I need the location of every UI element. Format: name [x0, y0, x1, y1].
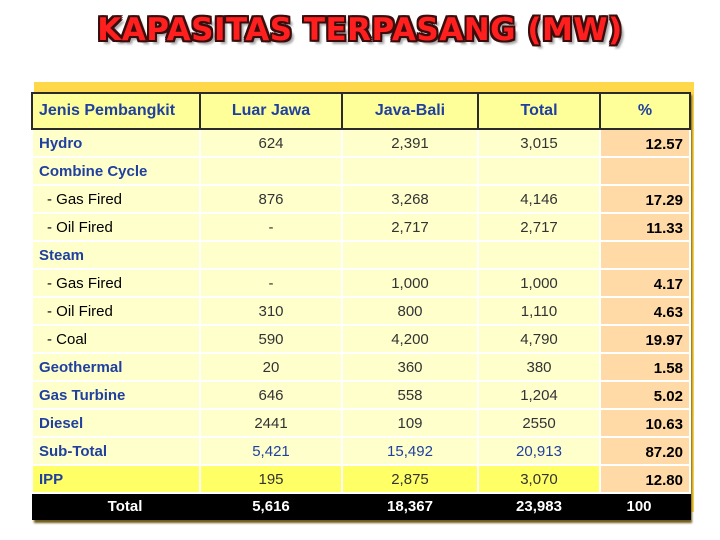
- table-row: - Gas Fired 876 3,268 4,146 17.29: [31, 184, 691, 214]
- table-row: Hydro 624 2,391 3,015 12.57: [31, 128, 691, 158]
- cell-jenis: Diesel: [31, 408, 201, 438]
- cell-luar-jawa: [199, 156, 343, 186]
- cell-luar-jawa: 310: [199, 296, 343, 326]
- cell-percent: 4.17: [599, 268, 691, 298]
- header-total: Total: [477, 92, 601, 130]
- table-row: Geothermal 20 360 380 1.58: [31, 352, 691, 382]
- table-row: Steam: [31, 240, 691, 270]
- cell-total: 3,070: [477, 464, 601, 494]
- table-header-row: Jenis Pembangkit Luar Jawa Java-Bali Tot…: [31, 92, 691, 130]
- header-luar-jawa: Luar Jawa: [199, 92, 343, 130]
- cell-jenis: Steam: [31, 240, 201, 270]
- cell-total-java-bali: 18,367: [341, 492, 479, 520]
- cell-luar-jawa: 5,421: [199, 436, 343, 466]
- table-body: Hydro 624 2,391 3,015 12.57 Combine Cycle - Ga…: [31, 128, 691, 520]
- cell-total: 1,110: [477, 296, 601, 326]
- cell-percent: 5.02: [599, 380, 691, 410]
- cell-total: 3,015: [477, 128, 601, 158]
- cell-jenis: Geothermal: [31, 352, 201, 382]
- cell-luar-jawa: 20: [199, 352, 343, 382]
- cell-total: 20,913: [477, 436, 601, 466]
- cell-total: 4,146: [477, 184, 601, 214]
- cell-total: 1,000: [477, 268, 601, 298]
- cell-jenis: Sub-Total: [31, 436, 201, 466]
- cell-total: [477, 156, 601, 186]
- cell-total: 4,790: [477, 324, 601, 354]
- cell-jenis: - Oil Fired: [31, 296, 201, 326]
- cell-total: 2,717: [477, 212, 601, 242]
- header-java-bali: Java-Bali: [341, 92, 479, 130]
- cell-percent: 12.57: [599, 128, 691, 158]
- cell-percent: 1.58: [599, 352, 691, 382]
- cell-percent: 10.63: [599, 408, 691, 438]
- cell-luar-jawa: -: [199, 268, 343, 298]
- cell-jenis: Combine Cycle: [31, 156, 201, 186]
- cell-total: [477, 240, 601, 270]
- cell-jenis: - Oil Fired: [31, 212, 201, 242]
- cell-java-bali: [341, 240, 479, 270]
- cell-java-bali: 360: [341, 352, 479, 382]
- cell-percent: 17.29: [599, 184, 691, 214]
- cell-total-percent: 100: [599, 492, 691, 520]
- cell-java-bali: 3,268: [341, 184, 479, 214]
- table-row: - Coal 590 4,200 4,790 19.97: [31, 324, 691, 354]
- page-title-text: KAPASITAS TERPASANG (MW): [97, 12, 623, 48]
- cell-total-label: Total: [31, 492, 201, 520]
- cell-java-bali: 1,000: [341, 268, 479, 298]
- cell-luar-jawa: 876: [199, 184, 343, 214]
- cell-total: 2550: [477, 408, 601, 438]
- cell-java-bali: 15,492: [341, 436, 479, 466]
- table-row: Sub-Total 5,421 15,492 20,913 87.20: [31, 436, 691, 466]
- table-row: - Gas Fired -1,000 1,000 4.17: [31, 268, 691, 298]
- cell-jenis: - Coal: [31, 324, 201, 354]
- table-total-row: Total 5,616 18,367 23,983 100: [31, 492, 691, 520]
- header-jenis: Jenis Pembangkit: [31, 92, 201, 130]
- cell-luar-jawa: 590: [199, 324, 343, 354]
- cell-jenis: Gas Turbine: [31, 380, 201, 410]
- cell-jenis: IPP: [31, 464, 201, 494]
- cell-percent: [599, 240, 691, 270]
- cell-luar-jawa: -: [199, 212, 343, 242]
- cell-total-luar-jawa: 5,616: [199, 492, 343, 520]
- cell-percent: 4.63: [599, 296, 691, 326]
- cell-percent: 19.97: [599, 324, 691, 354]
- capacity-table: Jenis Pembangkit Luar Jawa Java-Bali Tot…: [31, 92, 691, 520]
- cell-luar-jawa: 2441: [199, 408, 343, 438]
- cell-java-bali: 2,875: [341, 464, 479, 494]
- table-row: Diesel 2441 109 2550 10.63: [31, 408, 691, 438]
- cell-jenis: - Gas Fired: [31, 184, 201, 214]
- cell-percent: 12.80: [599, 464, 691, 494]
- cell-java-bali: 2,391: [341, 128, 479, 158]
- cell-java-bali: 4,200: [341, 324, 479, 354]
- table-row: - Oil Fired 310 800 1,110 4.63: [31, 296, 691, 326]
- table-row: - Oil Fired -2,717 2,717 11.33: [31, 212, 691, 242]
- cell-total-total: 23,983: [477, 492, 601, 520]
- cell-java-bali: 800: [341, 296, 479, 326]
- cell-percent: 11.33: [599, 212, 691, 242]
- cell-luar-jawa: 195: [199, 464, 343, 494]
- cell-jenis: - Gas Fired: [31, 268, 201, 298]
- table-row: Combine Cycle: [31, 156, 691, 186]
- cell-java-bali: [341, 156, 479, 186]
- cell-percent: [599, 156, 691, 186]
- cell-luar-jawa: 646: [199, 380, 343, 410]
- cell-luar-jawa: [199, 240, 343, 270]
- table-row: Gas Turbine 646 558 1,204 5.02: [31, 380, 691, 410]
- cell-luar-jawa: 624: [199, 128, 343, 158]
- cell-java-bali: 558: [341, 380, 479, 410]
- header-percent: %: [599, 92, 691, 130]
- page-title: KAPASITAS TERPASANG (MW): [0, 12, 720, 48]
- cell-java-bali: 109: [341, 408, 479, 438]
- cell-percent: 87.20: [599, 436, 691, 466]
- cell-total: 1,204: [477, 380, 601, 410]
- table-row: IPP 195 2,875 3,070 12.80: [31, 464, 691, 494]
- cell-jenis: Hydro: [31, 128, 201, 158]
- cell-java-bali: 2,717: [341, 212, 479, 242]
- cell-total: 380: [477, 352, 601, 382]
